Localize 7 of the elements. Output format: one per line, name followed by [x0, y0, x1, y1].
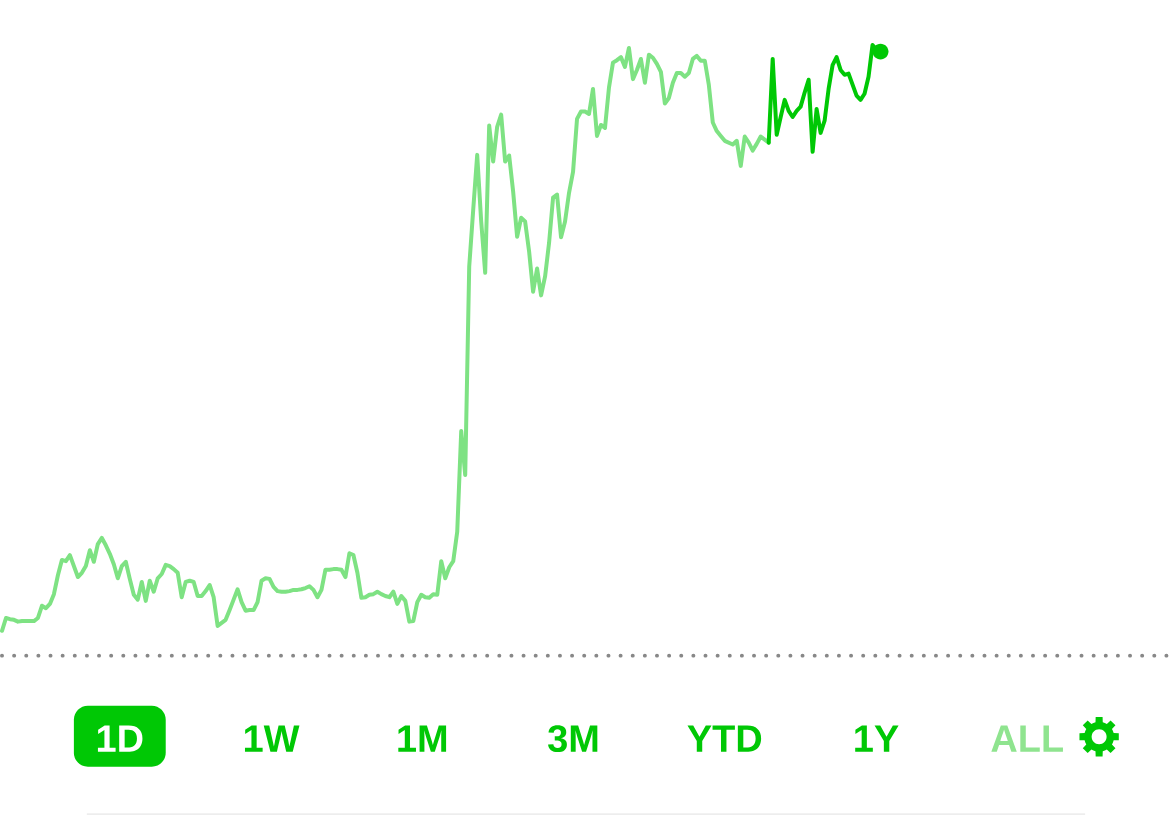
- text: 1M: [398, 725, 447, 752]
- text: 1Y: [855, 725, 899, 752]
- text: YTD: [687, 725, 762, 752]
- text: ALL: [991, 725, 1063, 752]
- text: 1W: [244, 725, 300, 752]
- text: 3M: [548, 725, 598, 753]
- text: 1D: [97, 725, 143, 752]
